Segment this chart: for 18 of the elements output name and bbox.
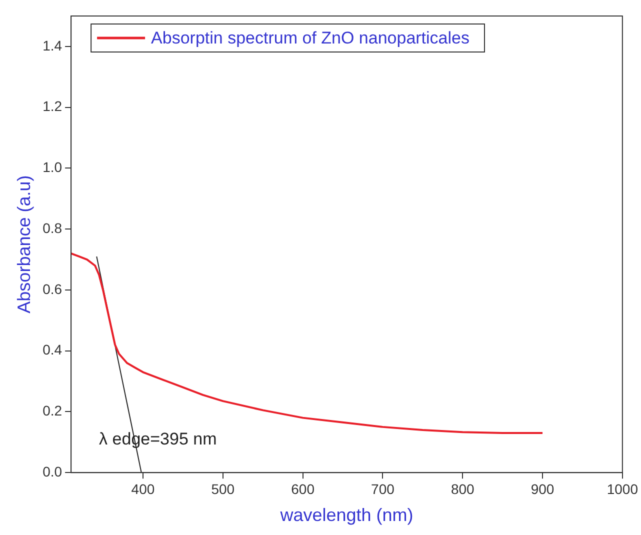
y-axis-title: Absorbance (a.u) bbox=[14, 175, 34, 314]
y-tick-label: 0.8 bbox=[42, 220, 62, 236]
legend-label: Absorptin spectrum of ZnO nanoparticales bbox=[151, 28, 470, 48]
y-tick-label: 0.0 bbox=[42, 463, 62, 480]
y-tick-label: 0.4 bbox=[42, 342, 62, 358]
x-tick-label: 1000 bbox=[606, 480, 638, 497]
x-tick-label: 600 bbox=[291, 480, 315, 497]
x-tick-label: 800 bbox=[450, 480, 475, 497]
y-tick-label: 1.0 bbox=[42, 159, 62, 176]
x-axis-title: wavelength (nm) bbox=[279, 505, 414, 526]
y-tick-label: 1.4 bbox=[42, 37, 62, 54]
y-tick-label: 0.2 bbox=[42, 402, 62, 419]
x-tick-label: 900 bbox=[530, 480, 554, 497]
x-tick-label: 700 bbox=[371, 480, 395, 497]
y-tick-label: 0.6 bbox=[42, 280, 62, 297]
x-tick-label: 400 bbox=[131, 480, 155, 497]
y-tick-label: 1.2 bbox=[42, 98, 62, 114]
x-tick-label: 500 bbox=[211, 480, 235, 497]
